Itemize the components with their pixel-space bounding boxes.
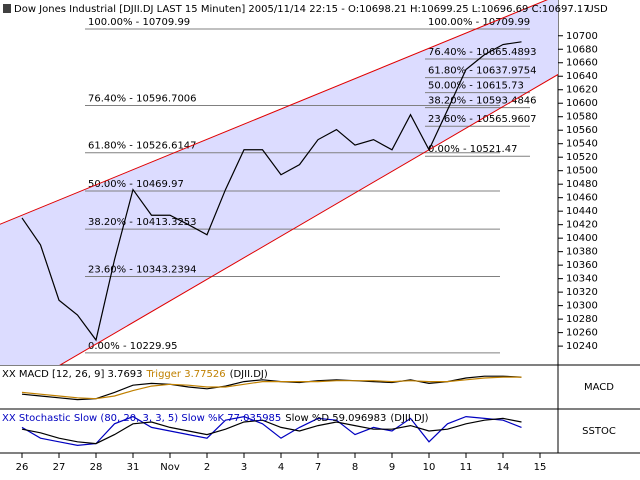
x-tick-label: 27 — [53, 462, 66, 473]
x-tick-label: 8 — [352, 462, 358, 473]
title-icon — [3, 4, 11, 13]
panels — [0, 0, 640, 454]
y-tick-label: 10540 — [566, 139, 598, 150]
indicator-title-part: XX Stochastic Slow (80, 20, 3, 3, 5) Slo… — [2, 413, 281, 424]
fib-label: 100.00% - 10709.99 — [88, 17, 190, 28]
fib-label: 61.80% - 10526.6147 — [88, 141, 197, 152]
fib-label: 38.20% - 10413.3253 — [88, 217, 197, 228]
indicator-axis-label: MACD — [584, 382, 614, 393]
y-tick-label: 10240 — [566, 341, 598, 352]
indicator-title: XX Stochastic Slow (80, 20, 3, 3, 5) Slo… — [2, 413, 429, 424]
main-plot: 100.00% - 10709.99 76.40% - 10596.7006 61.… — [0, 0, 558, 365]
y-axis-label: USD — [586, 4, 608, 15]
fib-label: 0.00% - 10521.47 — [428, 144, 517, 155]
channel-line — [59, 73, 558, 365]
series-line — [21, 417, 522, 445]
channel-fill — [0, 0, 558, 365]
fib-label: 50.00% - 10615.73 — [428, 81, 524, 92]
y-tick-label: 10340 — [566, 274, 598, 285]
y-tick-label: 10360 — [566, 260, 598, 271]
indicator-title-part: Trigger 3.77526 — [146, 369, 226, 380]
x-tick-label: Nov — [160, 462, 180, 473]
y-tick-label: 10320 — [566, 287, 598, 298]
indicator-title-part: Slow %D 59.096983 — [285, 413, 386, 424]
fib-label: 76.40% - 10665.4893 — [428, 47, 537, 58]
y-tick-label: 10700 — [566, 31, 598, 42]
y-tick-label: 10500 — [566, 166, 598, 177]
y-tick-label: 10400 — [566, 233, 598, 244]
x-tick-label: 2 — [204, 462, 210, 473]
x-tick-label: 14 — [497, 462, 510, 473]
fib-label: 100.00% - 10709.99 — [428, 17, 530, 28]
y-tick-label: 10300 — [566, 301, 598, 312]
y-tick-label: 10280 — [566, 314, 598, 325]
indicator-title-part: XX MACD [12, 26, 9] 3.7693 — [2, 369, 143, 380]
x-tick-label: 15 — [534, 462, 547, 473]
y-tick-label: 10480 — [566, 179, 598, 190]
series-line — [21, 41, 522, 342]
series-line — [21, 375, 522, 401]
y-tick-label: 10580 — [566, 112, 598, 123]
x-tick-label: 4 — [278, 462, 284, 473]
x-tick-label: 28 — [90, 462, 103, 473]
indicator-axis-label: SSTOC — [582, 426, 616, 437]
y-tick-label: 10620 — [566, 85, 598, 96]
x-tick-label: 31 — [127, 462, 140, 473]
fib-label: 38.20% - 10593.4846 — [428, 96, 537, 107]
y-tick-label: 10680 — [566, 44, 598, 55]
y-tick-label: 10600 — [566, 98, 598, 109]
series-line — [21, 376, 522, 400]
x-tick-label: 11 — [460, 462, 473, 473]
y-tick-label: 10640 — [566, 71, 598, 82]
fib-label: 23.60% - 10343.2394 — [88, 264, 197, 275]
x-tick-label: 7 — [315, 462, 321, 473]
fib-label: 0.00% - 10229.95 — [88, 341, 177, 352]
x-tick-label: 3 — [241, 462, 247, 473]
chart-title: Dow Jones Industrial [DJII.DJ LAST 15 Mi… — [14, 4, 590, 15]
y-tick-label: 10380 — [566, 247, 598, 258]
x-tick-label: 26 — [16, 462, 29, 473]
y-tick-label: 10520 — [566, 152, 598, 163]
y-tick-label: 10440 — [566, 206, 598, 217]
indicator-title-part: (DJII.DJ) — [390, 413, 428, 424]
fib-label: 61.80% - 10637.9754 — [428, 66, 537, 77]
y-tick-label: 10460 — [566, 193, 598, 204]
channel-line — [0, 0, 548, 225]
y-tick-label: 10420 — [566, 220, 598, 231]
fib-label: 76.40% - 10596.7006 — [88, 93, 197, 104]
y-tick-label: 10660 — [566, 58, 598, 69]
x-tick-label: 9 — [389, 462, 395, 473]
fib-label: 50.00% - 10469.97 — [88, 179, 184, 190]
indicator-title: XX MACD [12, 26, 9] 3.7693 Trigger 3.7752… — [2, 369, 268, 380]
indicator-title-part: (DJII.DJ) — [230, 369, 268, 380]
fib-label: 23.60% - 10565.9607 — [428, 114, 537, 125]
y-tick-label: 10260 — [566, 328, 598, 339]
y-tick-label: 10560 — [566, 125, 598, 136]
series-line — [21, 415, 522, 447]
x-tick-label: 10 — [423, 462, 436, 473]
